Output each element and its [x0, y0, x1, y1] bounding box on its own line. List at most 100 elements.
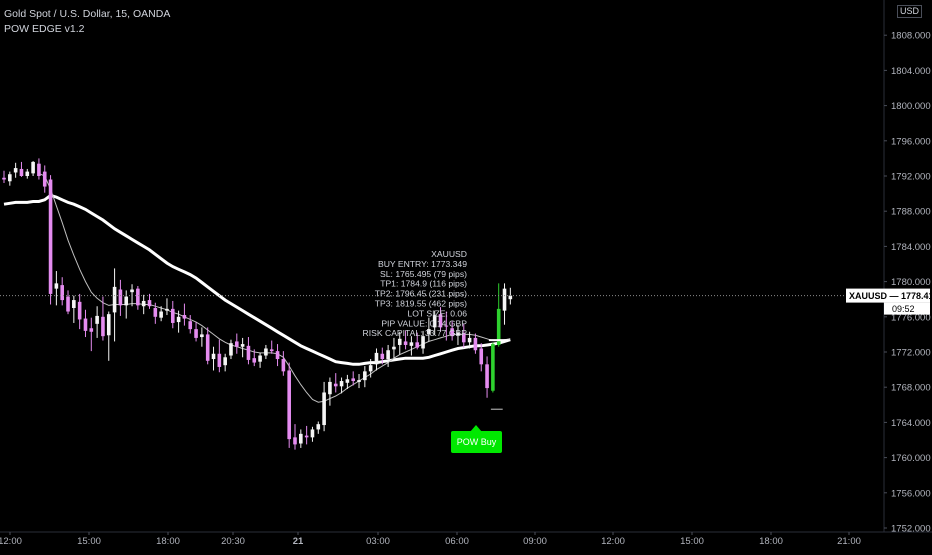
candle-body [357, 380, 361, 382]
y-tick-label: 1756.000 [891, 488, 931, 499]
candle [456, 324, 460, 345]
candle [147, 293, 152, 309]
candle [397, 331, 402, 355]
candle [299, 429, 303, 448]
candle [264, 344, 268, 360]
candle [13, 162, 18, 178]
candle-body [229, 343, 233, 356]
y-tick-label: 1804.000 [891, 66, 931, 77]
candle [380, 347, 385, 365]
candle-body [77, 301, 82, 320]
candle-body [444, 325, 449, 327]
candle-body [293, 437, 297, 445]
trade-info-line: PIP VALUE: 0.14 GBP [381, 318, 467, 328]
candles [2, 158, 513, 450]
candle [275, 344, 280, 367]
x-tick-label: 12:00 [601, 536, 625, 547]
candle-body [310, 429, 315, 438]
candle [293, 424, 297, 450]
candle [60, 277, 64, 306]
signal-label[interactable]: POW Buy [457, 437, 497, 447]
candle-body [141, 300, 146, 307]
candle [83, 309, 88, 338]
trade-info-line: XAUUSD [431, 249, 467, 259]
candle-body [415, 342, 420, 348]
candle-body [473, 337, 478, 351]
candle [386, 344, 390, 367]
candle-body [217, 353, 222, 367]
candle-body [374, 352, 379, 365]
candle [159, 306, 163, 322]
candle [368, 359, 373, 378]
candle-body [223, 357, 227, 366]
x-tick-label: 06:00 [445, 536, 469, 547]
candle [473, 333, 478, 354]
candle [438, 307, 443, 332]
candle-body [339, 381, 344, 387]
y-tick-label: 1800.000 [891, 101, 931, 112]
candle-body [456, 332, 460, 336]
candle-body [194, 329, 198, 338]
candle [229, 339, 233, 360]
x-tick-label: 18:00 [156, 536, 180, 547]
candle-body [2, 177, 6, 180]
candle-body [205, 334, 210, 361]
candle-body [66, 296, 70, 312]
candle [339, 377, 344, 394]
candle-body [182, 315, 187, 319]
candle-body [95, 315, 99, 324]
y-tick-label: 1788.000 [891, 207, 931, 218]
fast-ma-line [38, 172, 511, 403]
currency-button[interactable]: USD [896, 5, 922, 18]
candle-body [275, 351, 280, 360]
candle-body [159, 311, 163, 318]
candle [200, 327, 204, 347]
trade-info-line: TP1: 1784.9 (116 pips) [380, 279, 467, 289]
trade-info-line: RISK CAPITAL: 33.77 GBP [363, 328, 468, 338]
candle-body [89, 328, 94, 332]
candle [217, 339, 222, 373]
candle-body [124, 296, 129, 306]
signal-box[interactable] [451, 431, 502, 453]
price-tag-box [846, 288, 930, 303]
candle [141, 294, 146, 315]
x-tick-label: 15:00 [77, 536, 101, 547]
candle [246, 337, 251, 365]
candle [304, 425, 309, 445]
candle [182, 303, 187, 326]
candle-body [491, 344, 495, 391]
pow-buy-signal[interactable]: POW Buy [451, 425, 502, 453]
candle-body [368, 365, 373, 372]
candle [106, 311, 111, 361]
price-tag: XAUUSD — 1778.410 09:52 [846, 288, 932, 315]
candle-body [450, 328, 454, 337]
countdown-text: 09:52 [892, 304, 915, 314]
y-tick-label: 1752.000 [891, 524, 931, 535]
candle [89, 317, 94, 352]
candle-body [83, 318, 88, 331]
candle [66, 290, 70, 315]
candle-body [200, 334, 204, 338]
candle-body [136, 288, 140, 306]
candle-body [188, 321, 193, 330]
candle [205, 327, 210, 365]
candle [374, 348, 379, 371]
indicator-name[interactable]: POW EDGE v1.2 [4, 23, 85, 35]
candle-body [112, 286, 117, 313]
trade-info-line: SL: 1765.495 (79 pips) [380, 269, 467, 279]
chart-legend: Gold Spot / U.S. Dollar, 15, OANDA POW E… [4, 7, 170, 37]
y-tick-label: 1808.000 [891, 31, 931, 42]
symbol-title[interactable]: Gold Spot / U.S. Dollar, 15, OANDA [4, 8, 171, 20]
candle-body [409, 342, 414, 346]
candle [444, 311, 449, 341]
candle [235, 333, 239, 354]
countdown-box [884, 302, 930, 315]
candle [211, 346, 216, 371]
candle-body [485, 364, 489, 389]
candle-body [502, 288, 507, 311]
candle [427, 317, 431, 342]
candle [77, 293, 82, 330]
x-tick-label: 12:00 [0, 536, 22, 547]
